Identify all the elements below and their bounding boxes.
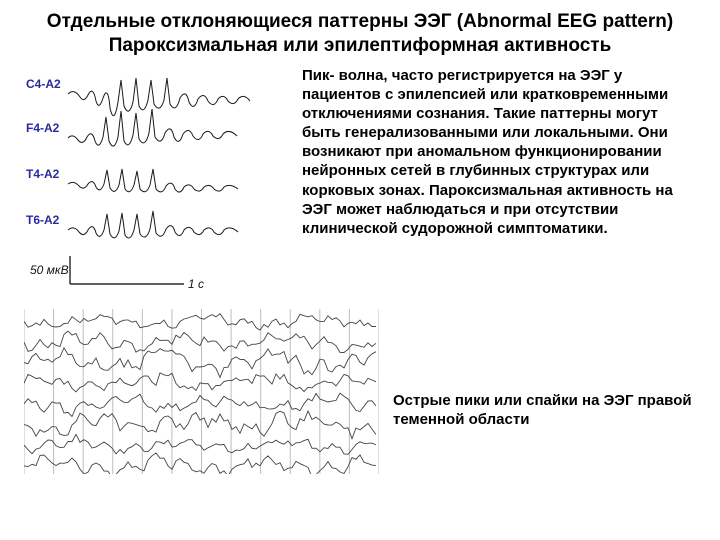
fig2-grid [24, 309, 379, 474]
fig2-trace [24, 331, 376, 352]
eeg-svg-1: C4-A2 F4-A2 T4-A2 T6-A2 50 мкВ 1 с [24, 66, 284, 301]
fig2-trace [24, 313, 376, 329]
scale-time-label: 1 с [188, 277, 204, 291]
row-1: C4-A2 F4-A2 T4-A2 T6-A2 50 мкВ 1 с [24, 66, 696, 301]
chan-label-c4a2: C4-A2 [26, 77, 61, 91]
chan-label-t6a2: T6-A2 [26, 213, 60, 227]
title-line-2: Пароксизмальная или эпилептиформная акти… [24, 34, 696, 58]
scale-amp-label: 50 мкВ [30, 263, 69, 277]
desc1-body: , часто регистрируется на ЭЭГ у пациенто… [302, 67, 673, 238]
chan-label-t4a2: T4-A2 [26, 167, 60, 181]
fig2-trace [24, 434, 376, 454]
trace-f4a2 [68, 109, 237, 146]
fig2-trace [24, 347, 376, 377]
desc-spike-wave: Пик- волна, часто регистрируется на ЭЭГ … [302, 66, 696, 239]
chan-label-f4a2: F4-A2 [26, 121, 60, 135]
title-block: Отдельные отклоняющиеся паттерны ЭЭГ (Ab… [24, 10, 696, 58]
eeg-svg-2 [24, 309, 379, 474]
title-line-1: Отдельные отклоняющиеся паттерны ЭЭГ (Ab… [24, 10, 696, 34]
fig2-trace [24, 453, 376, 474]
figure-spike-wave: C4-A2 F4-A2 T4-A2 T6-A2 50 мкВ 1 с [24, 66, 284, 301]
fig2-trace [24, 411, 376, 439]
desc-sharp-spikes: Острые пики или спайки на ЭЭГ правой тем… [393, 338, 696, 445]
trace-t6a2 [68, 211, 238, 238]
trace-t4a2 [68, 169, 238, 192]
desc2-lead: Острые пики или спайки [393, 392, 578, 409]
desc2-paragraph: Острые пики или спайки на ЭЭГ правой тем… [393, 391, 696, 430]
trace-c4a2 [68, 78, 250, 116]
fig2-trace [24, 372, 376, 391]
desc1-lead: Пик- волна [302, 67, 383, 84]
figure-sharp-spikes [24, 309, 379, 474]
slide-root: Отдельные отклоняющиеся паттерны ЭЭГ (Ab… [0, 0, 720, 540]
fig2-traces [24, 313, 376, 473]
row-2: Острые пики или спайки на ЭЭГ правой тем… [24, 309, 696, 474]
fig2-trace [24, 393, 376, 416]
desc1-paragraph: Пик- волна, часто регистрируется на ЭЭГ … [302, 66, 696, 239]
